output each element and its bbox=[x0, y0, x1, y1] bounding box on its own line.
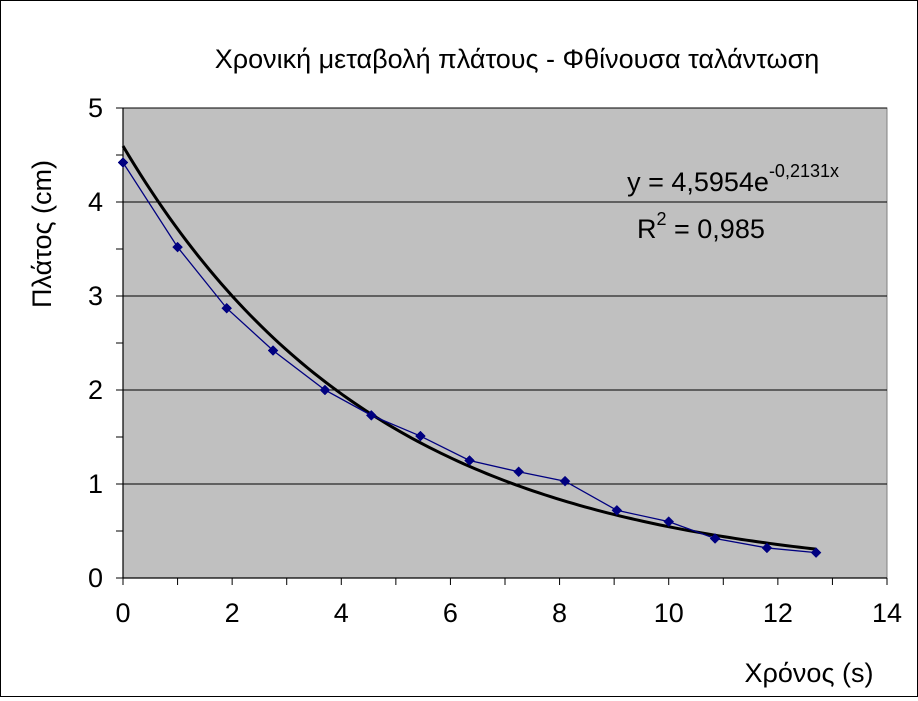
plot-area bbox=[122, 107, 888, 579]
x-tick-label-4: 4 bbox=[334, 598, 349, 628]
r2-prefix: R bbox=[637, 214, 657, 244]
data-point-12 bbox=[709, 533, 721, 544]
y-tick-label-3: 3 bbox=[88, 281, 103, 311]
data-point-14 bbox=[810, 547, 822, 558]
y-axis-label: Πλάτος (cm) bbox=[27, 160, 57, 308]
x-tick-label-14: 14 bbox=[872, 598, 902, 628]
data-point-3 bbox=[267, 345, 279, 356]
x-tick-label-2: 2 bbox=[225, 598, 240, 628]
r2-value: = 0,985 bbox=[667, 214, 765, 244]
y-tick-label-0: 0 bbox=[88, 563, 103, 593]
data-point-5 bbox=[365, 410, 377, 421]
equation-exponent: -0,2131x bbox=[769, 161, 839, 181]
x-tick-label-0: 0 bbox=[115, 598, 130, 628]
data-point-1 bbox=[172, 241, 183, 253]
data-point-0 bbox=[117, 157, 129, 168]
data-point-6 bbox=[415, 430, 426, 442]
data-point-13 bbox=[761, 542, 773, 554]
data-point-9 bbox=[559, 475, 571, 487]
data-point-8 bbox=[513, 466, 524, 478]
y-tick-label-5: 5 bbox=[88, 93, 103, 123]
series-group bbox=[117, 157, 822, 558]
data-point-4 bbox=[319, 384, 331, 396]
x-tick-label-10: 10 bbox=[654, 598, 684, 628]
x-tick-label-12: 12 bbox=[763, 598, 793, 628]
x-tick-label-6: 6 bbox=[443, 598, 458, 628]
chart-title: Χρονική μεταβολή πλάτους - Φθίνουσα ταλά… bbox=[215, 44, 820, 74]
x-tick-label-8: 8 bbox=[552, 598, 567, 628]
y-tick-label-4: 4 bbox=[88, 187, 103, 217]
x-axis-label: Χρόνος (s) bbox=[745, 658, 874, 688]
data-point-10 bbox=[611, 504, 623, 516]
y-tick-label-2: 2 bbox=[88, 375, 103, 405]
data-point-7 bbox=[464, 455, 475, 466]
y-tick-label-1: 1 bbox=[88, 469, 103, 499]
data-point-11 bbox=[663, 516, 675, 527]
trendline-equation: y = 4,5954e-0,2131x bbox=[627, 161, 839, 197]
data-point-2 bbox=[221, 302, 233, 314]
r2-superscript: 2 bbox=[657, 209, 667, 229]
gridlines bbox=[123, 107, 887, 485]
r-squared-label: R2 = 0,985 bbox=[637, 209, 765, 244]
equation-prefix: y = 4,5954e bbox=[627, 167, 769, 197]
